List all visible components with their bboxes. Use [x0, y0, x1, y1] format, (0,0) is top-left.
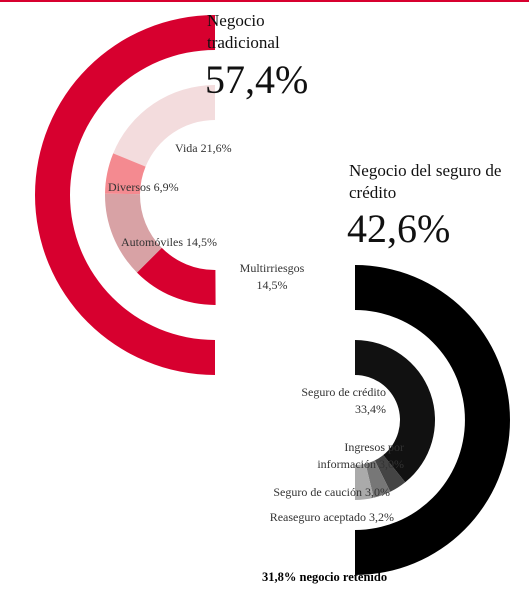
segment-value: 6,9%: [153, 180, 179, 194]
inner-segment: [365, 460, 391, 498]
inner-segment: [105, 153, 146, 195]
segment-label: Ingresos por información 3,0%: [283, 439, 404, 473]
group-title: Negocio tradicional: [207, 11, 280, 52]
group-title: Negocio del seguro de crédito: [349, 161, 502, 202]
inner-segment: [355, 340, 435, 483]
segment-name: Reaseguro aceptado: [269, 510, 366, 524]
segment-name: Seguro de caución: [273, 485, 362, 499]
segment-name: Seguro de crédito: [301, 385, 386, 399]
segment-label: Seguro de caución 3,0%: [228, 484, 390, 501]
annotation: 31,8% negocio retenido: [262, 570, 388, 584]
top-rule: [0, 0, 529, 2]
segment-value: 21,6%: [200, 141, 232, 155]
segment-label: Seguro de crédito 33,4%: [290, 384, 386, 418]
outer-arc: [35, 15, 215, 375]
group-value: 42,6%: [347, 206, 451, 251]
segment-label: Automóviles 14,5%: [121, 234, 217, 251]
segment-value: 14,5%: [256, 278, 288, 292]
outer-arc: [355, 265, 510, 575]
inner-segment: [113, 85, 215, 167]
segment-name: Multirriesgos: [239, 261, 305, 275]
segment-label: Vida 21,6%: [175, 140, 232, 157]
inner-segment: [105, 193, 162, 273]
segment-value: 3,2%: [369, 510, 394, 524]
segment-value: 3,0%: [379, 457, 404, 471]
inner-segment: [137, 247, 216, 305]
segment-name: Automóviles: [121, 235, 183, 249]
segment-label: Reaseguro aceptado 3,2%: [222, 509, 394, 526]
segment-value: 14,5%: [186, 235, 217, 249]
segment-label: Multirriesgos 14,5%: [222, 260, 322, 294]
segment-label: Diversos 6,9%: [108, 179, 179, 196]
segment-name: Diversos: [108, 180, 151, 194]
inner-segment: [374, 455, 406, 492]
group-value: 57,4%: [205, 57, 309, 102]
segment-value: 33,4%: [355, 402, 386, 416]
segment-value: 3,0%: [365, 485, 390, 499]
segment-name: Ingresos por información: [317, 440, 404, 471]
segment-name: Vida: [175, 141, 198, 155]
inner-segment: [355, 463, 374, 500]
